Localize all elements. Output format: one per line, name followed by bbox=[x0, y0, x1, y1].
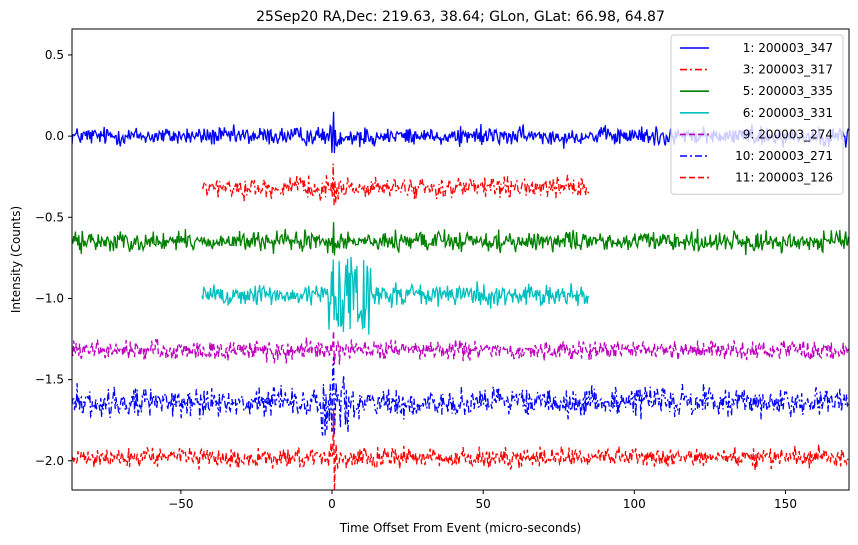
x-tick-label: −50 bbox=[168, 497, 193, 511]
series-line bbox=[201, 163, 590, 206]
legend-frame bbox=[670, 34, 844, 195]
y-tick-label: −1.5 bbox=[35, 373, 64, 387]
legend-label: 9: 200003_274 bbox=[743, 127, 833, 141]
y-tick-label: 0.5 bbox=[45, 48, 64, 62]
series-line bbox=[72, 222, 849, 256]
x-tick-label: 50 bbox=[476, 497, 491, 511]
legend-label: 5: 200003_335 bbox=[743, 84, 833, 98]
series-line bbox=[72, 356, 849, 436]
legend-label: 6: 200003_331 bbox=[743, 106, 833, 120]
x-tick-label: 0 bbox=[328, 497, 336, 511]
x-tick-label: 100 bbox=[623, 497, 646, 511]
y-tick-label: −0.5 bbox=[35, 210, 64, 224]
y-tick-label: −1.0 bbox=[35, 291, 64, 305]
y-axis-label: Intensity (Counts) bbox=[9, 206, 23, 313]
series-line bbox=[72, 408, 849, 490]
series-line bbox=[72, 330, 849, 365]
x-tick-label: 150 bbox=[774, 497, 797, 511]
x-axis-label: Time Offset From Event (micro-seconds) bbox=[339, 521, 581, 535]
legend-label: 3: 200003_317 bbox=[743, 63, 833, 77]
chart-title: 25Sep20 RA,Dec: 219.63, 38.64; GLon, GLa… bbox=[256, 9, 665, 25]
legend-label: 10: 200003_271 bbox=[735, 149, 833, 163]
legend: 1: 200003_347 3: 200003_317 5: 200003_335 6… bbox=[670, 34, 844, 195]
y-tick-label: −2.0 bbox=[35, 454, 64, 468]
legend-label: 1: 200003_347 bbox=[743, 41, 833, 55]
series-line bbox=[201, 256, 590, 335]
legend-label: 11: 200003_126 bbox=[735, 171, 833, 185]
axes-layer: −50 0 50 100 150 0.5 0.0 −0.5 −1.0 −1.5 −2.0 bbox=[35, 48, 797, 511]
plot-frame bbox=[71, 28, 850, 491]
y-tick-label: 0.0 bbox=[45, 129, 64, 143]
